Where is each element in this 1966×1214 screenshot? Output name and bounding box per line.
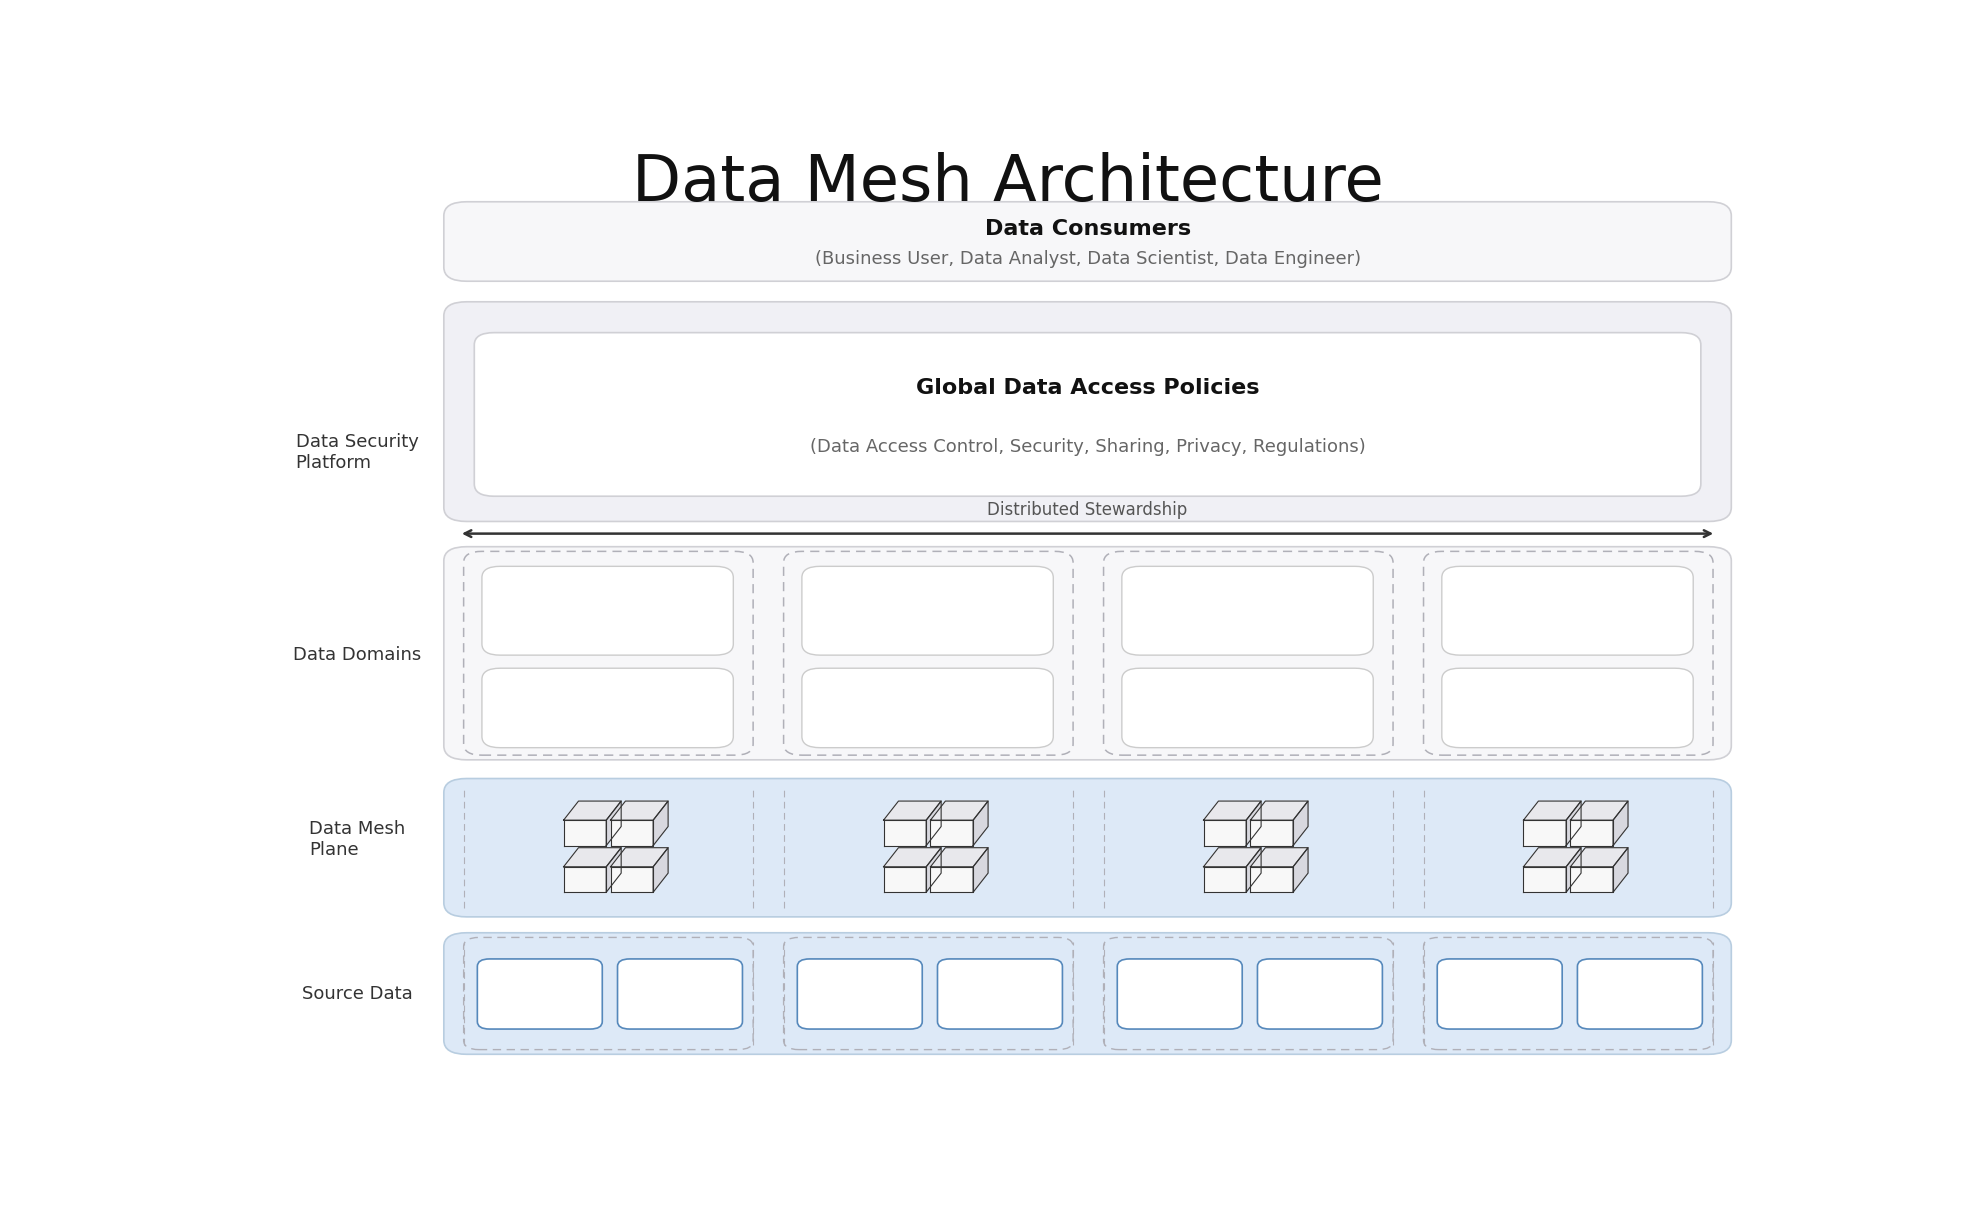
Polygon shape — [653, 801, 668, 846]
FancyBboxPatch shape — [482, 566, 733, 656]
Polygon shape — [883, 847, 942, 867]
FancyBboxPatch shape — [1123, 668, 1372, 748]
Polygon shape — [926, 801, 942, 846]
Polygon shape — [611, 847, 668, 867]
Text: Data
Hub: Data Hub — [983, 976, 1018, 1011]
Polygon shape — [611, 867, 653, 892]
Text: Supply Chain: Supply Chain — [1170, 601, 1325, 620]
Text: Global Data Access Policies: Global Data Access Policies — [916, 379, 1260, 398]
Polygon shape — [973, 847, 989, 892]
Polygon shape — [1524, 867, 1567, 892]
Text: RDMS: RDMS — [1478, 987, 1522, 1002]
Text: Data Lakes/
Warehouse: Data Lakes/ Warehouse — [1596, 976, 1683, 1011]
Text: Sales: Sales — [1535, 601, 1598, 620]
Text: Data Domains: Data Domains — [293, 646, 421, 664]
Polygon shape — [1571, 867, 1612, 892]
Polygon shape — [1612, 847, 1628, 892]
Polygon shape — [930, 801, 989, 821]
Polygon shape — [883, 821, 926, 846]
Polygon shape — [611, 801, 668, 821]
Text: Forecasting: Forecasting — [1199, 699, 1296, 717]
Polygon shape — [1524, 801, 1581, 821]
Polygon shape — [883, 801, 942, 821]
Polygon shape — [1250, 867, 1294, 892]
Text: Data Mesh
Plane: Data Mesh Plane — [309, 819, 405, 858]
Polygon shape — [606, 801, 621, 846]
FancyBboxPatch shape — [482, 668, 733, 748]
Polygon shape — [611, 821, 653, 846]
FancyBboxPatch shape — [444, 546, 1732, 760]
Polygon shape — [1567, 801, 1581, 846]
FancyBboxPatch shape — [802, 668, 1054, 748]
Polygon shape — [1571, 847, 1628, 867]
Text: Data Security
Platform: Data Security Platform — [295, 433, 419, 472]
Text: Sales Performance: Sales Performance — [1490, 699, 1646, 717]
Polygon shape — [653, 847, 668, 892]
Polygon shape — [1246, 801, 1260, 846]
FancyBboxPatch shape — [938, 959, 1062, 1029]
Polygon shape — [930, 867, 973, 892]
FancyBboxPatch shape — [444, 778, 1732, 917]
Text: SaaS
Apps: SaaS Apps — [1301, 976, 1339, 1011]
Polygon shape — [1246, 847, 1260, 892]
Text: Enterprise
Apps: Enterprise Apps — [822, 976, 898, 1011]
Polygon shape — [1612, 801, 1628, 846]
Polygon shape — [1250, 821, 1294, 846]
Polygon shape — [1524, 847, 1581, 867]
Polygon shape — [1203, 821, 1246, 846]
Polygon shape — [606, 847, 621, 892]
FancyBboxPatch shape — [1577, 959, 1703, 1029]
Text: Finance: Finance — [881, 601, 973, 620]
FancyBboxPatch shape — [1441, 668, 1693, 748]
Polygon shape — [926, 847, 942, 892]
FancyBboxPatch shape — [617, 959, 743, 1029]
FancyBboxPatch shape — [444, 202, 1732, 282]
Text: Distributed Stewardship: Distributed Stewardship — [987, 500, 1187, 518]
FancyBboxPatch shape — [1117, 959, 1243, 1029]
Polygon shape — [564, 867, 606, 892]
Text: Data Mesh Architecture: Data Mesh Architecture — [631, 152, 1384, 214]
FancyBboxPatch shape — [1441, 566, 1693, 656]
Polygon shape — [1203, 847, 1260, 867]
Text: (Business User, Data Analyst, Data Scientist, Data Engineer): (Business User, Data Analyst, Data Scien… — [814, 250, 1360, 268]
FancyBboxPatch shape — [444, 302, 1732, 522]
Text: Marketing: Marketing — [549, 601, 666, 620]
Text: NoSQL
Stores: NoSQL Stores — [1156, 976, 1203, 1011]
Text: Data Consumers: Data Consumers — [985, 219, 1191, 239]
Polygon shape — [564, 821, 606, 846]
Polygon shape — [1571, 821, 1612, 846]
FancyBboxPatch shape — [478, 959, 602, 1029]
Polygon shape — [564, 801, 621, 821]
FancyBboxPatch shape — [1123, 566, 1372, 656]
FancyBboxPatch shape — [798, 959, 922, 1029]
Polygon shape — [930, 847, 989, 867]
Polygon shape — [1294, 801, 1307, 846]
Polygon shape — [1567, 847, 1581, 892]
Polygon shape — [1571, 801, 1628, 821]
Text: Revenue Metrics: Revenue Metrics — [859, 699, 997, 717]
Polygon shape — [1203, 801, 1260, 821]
Polygon shape — [1250, 847, 1307, 867]
Polygon shape — [973, 801, 989, 846]
Polygon shape — [564, 847, 621, 867]
FancyBboxPatch shape — [1258, 959, 1382, 1029]
Polygon shape — [1524, 821, 1567, 846]
FancyBboxPatch shape — [474, 333, 1701, 497]
Text: (Data Access Control, Security, Sharing, Privacy, Regulations): (Data Access Control, Security, Sharing,… — [810, 438, 1366, 456]
FancyBboxPatch shape — [802, 566, 1054, 656]
Text: Social
Media: Social Media — [517, 976, 562, 1011]
Text: Growth Marketing: Growth Marketing — [533, 699, 682, 717]
Polygon shape — [930, 821, 973, 846]
Polygon shape — [1294, 847, 1307, 892]
FancyBboxPatch shape — [1437, 959, 1563, 1029]
Polygon shape — [883, 867, 926, 892]
FancyBboxPatch shape — [444, 932, 1732, 1054]
Text: Source Data: Source Data — [301, 985, 413, 1003]
Text: Data
Exchange: Data Exchange — [645, 976, 716, 1011]
Polygon shape — [1250, 801, 1307, 821]
Polygon shape — [1203, 867, 1246, 892]
